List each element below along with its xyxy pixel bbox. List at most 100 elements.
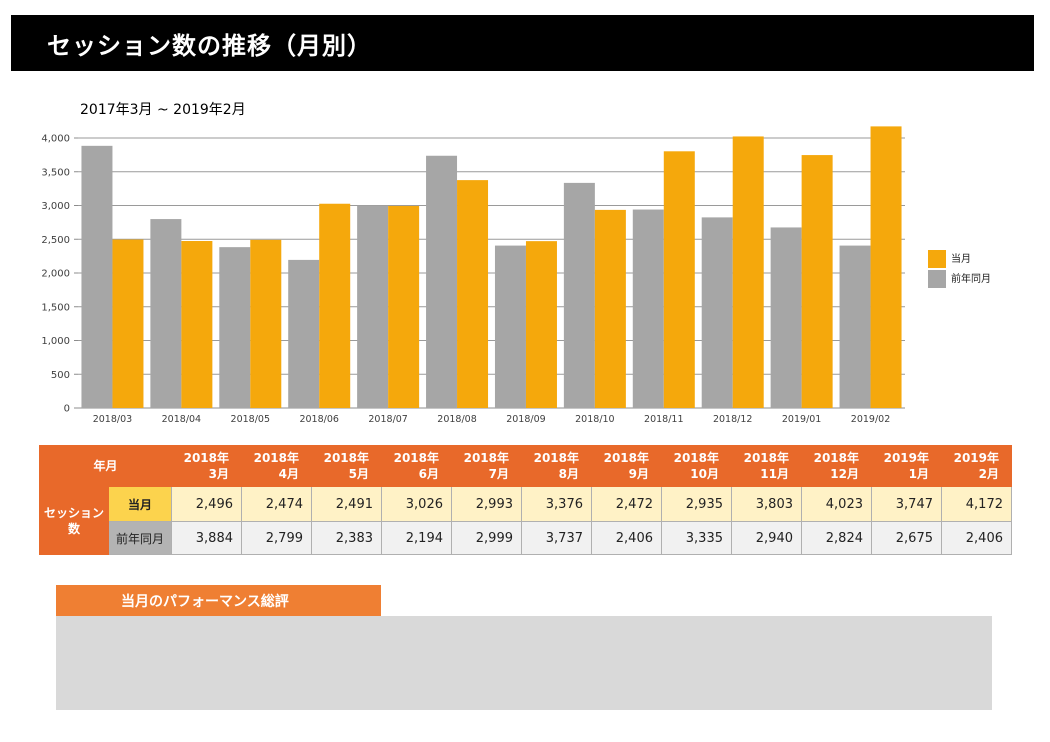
column-year: 2019年: [883, 451, 929, 465]
y-tick-label: 4,000: [41, 134, 70, 145]
bar-current-month: [457, 180, 489, 408]
column-year: 2018年: [183, 451, 229, 465]
bar-current-month: [112, 239, 144, 408]
column-month: 10月: [690, 467, 719, 481]
column-header: 2018年 9月: [591, 445, 662, 487]
bar-previous-year: [426, 155, 458, 408]
x-tick-label: 2018/09: [506, 414, 545, 425]
table-cell: 3,737: [521, 521, 592, 555]
column-header: 2018年 11月: [731, 445, 802, 487]
bar-previous-year: [494, 245, 526, 408]
bar-current-month: [388, 205, 420, 408]
table-cell: 2,472: [591, 486, 662, 522]
legend-swatch-previous: [928, 270, 946, 288]
column-month: 12月: [830, 467, 859, 481]
table-cell: 3,026: [381, 486, 452, 522]
column-year: 2018年: [813, 451, 859, 465]
x-tick-label: 2019/01: [782, 414, 821, 425]
column-year: 2018年: [673, 451, 719, 465]
column-month: 8月: [558, 467, 579, 481]
table-cell: 2,993: [451, 486, 522, 522]
bar-current-month: [319, 203, 351, 408]
column-header: 2018年 5月: [311, 445, 382, 487]
bar-previous-year: [81, 145, 113, 408]
column-month: 4月: [278, 467, 299, 481]
sessions-bar-chart: 0 500 1,000 1,500 2,000 2,500 3,000 3,500 4,000 2…: [41, 126, 991, 425]
y-tick-label: 3,000: [41, 201, 70, 212]
bar-previous-year: [357, 205, 389, 408]
legend-label-current: 当月: [951, 252, 971, 265]
column-year: 2018年: [393, 451, 439, 465]
bar-previous-year: [288, 259, 320, 408]
x-tick-label: 2018/06: [299, 414, 338, 425]
column-header: 2018年 12月: [801, 445, 872, 487]
column-month: 7月: [488, 467, 509, 481]
column-header: 2018年 6月: [381, 445, 452, 487]
table-cell: 3,376: [521, 486, 592, 522]
column-month: 5月: [348, 467, 369, 481]
column-year: 2018年: [253, 451, 299, 465]
column-month: 2月: [978, 467, 999, 481]
column-month: 11月: [760, 467, 789, 481]
column-year: 2018年: [323, 451, 369, 465]
column-header: 2018年 4月: [241, 445, 312, 487]
evaluation-tab: 当月のパフォーマンス総評: [56, 585, 381, 616]
table-row-previous: 前年同月 3,884 2,799 2,383 2,194 2,999 3,737 2,406…: [40, 521, 1012, 555]
y-tick-label: 0: [64, 404, 70, 415]
x-tick-label: 2018/12: [713, 414, 752, 425]
table-cell: 3,803: [731, 486, 802, 522]
table-cell: 2,940: [731, 521, 802, 555]
table-cell: 2,474: [241, 486, 312, 522]
table-cell: 2,824: [801, 521, 872, 555]
column-month: 3月: [208, 467, 229, 481]
bar-previous-year: [150, 219, 182, 408]
table-cell: 3,747: [871, 486, 942, 522]
bar-current-month: [663, 151, 695, 409]
column-header: 2019年 2月: [941, 445, 1012, 487]
page-title: セッション数の推移（月別）: [47, 32, 372, 60]
table-cell: 2,496: [171, 486, 242, 522]
table-cell: 2,999: [451, 521, 522, 555]
table-cell: 3,884: [171, 521, 242, 555]
column-month: 1月: [908, 467, 929, 481]
table-cell: 4,023: [801, 486, 872, 522]
column-header: 2018年 3月: [171, 445, 242, 487]
sessions-table: 年月 2018年 3月 2018年 4月 2018年 5月 2018年 6月 2018年 7月 20…: [39, 445, 1012, 555]
bar-previous-year: [563, 182, 595, 408]
bar-current-month: [732, 136, 764, 408]
bar-current-month: [870, 126, 902, 408]
x-tick-label: 2018/03: [93, 414, 132, 425]
column-header: 2018年 8月: [521, 445, 592, 487]
y-tick-label: 1,000: [41, 336, 70, 347]
metric-label: セッション数: [39, 486, 109, 555]
x-tick-label: 2018/11: [644, 414, 683, 425]
table-cell: 4,172: [941, 486, 1012, 522]
table-row-current: セッション数 当月 2,496 2,474 2,491 3,026 2,993 3,376…: [39, 486, 1012, 555]
column-year: 2018年: [533, 451, 579, 465]
bar-current-month: [181, 241, 213, 408]
evaluation-box[interactable]: [56, 616, 992, 710]
table-cell: 2,675: [871, 521, 942, 555]
column-year: 2018年: [463, 451, 509, 465]
column-header: 2018年 10月: [661, 445, 732, 487]
table-corner-label: 年月: [39, 445, 172, 487]
y-tick-label: 3,500: [41, 167, 70, 178]
column-month: 6月: [418, 467, 439, 481]
column-year: 2018年: [603, 451, 649, 465]
bar-current-month: [250, 239, 282, 408]
legend-label-previous: 前年同月: [951, 272, 991, 285]
evaluation-title: 当月のパフォーマンス総評: [121, 594, 289, 610]
table-cell: 3,335: [661, 521, 732, 555]
x-tick-label: 2018/08: [437, 414, 476, 425]
column-header: 2018年 7月: [451, 445, 522, 487]
table-cell: 2,799: [241, 521, 312, 555]
bar-previous-year: [770, 227, 802, 408]
legend-swatch-current: [928, 250, 946, 268]
row-label-current: 当月: [108, 486, 172, 522]
y-tick-label: 2,000: [41, 269, 70, 280]
x-tick-label: 2019/02: [851, 414, 890, 425]
x-tick-label: 2018/10: [575, 414, 614, 425]
column-month: 9月: [628, 467, 649, 481]
y-tick-label: 500: [51, 370, 70, 381]
row-label-previous: 前年同月: [108, 521, 172, 555]
